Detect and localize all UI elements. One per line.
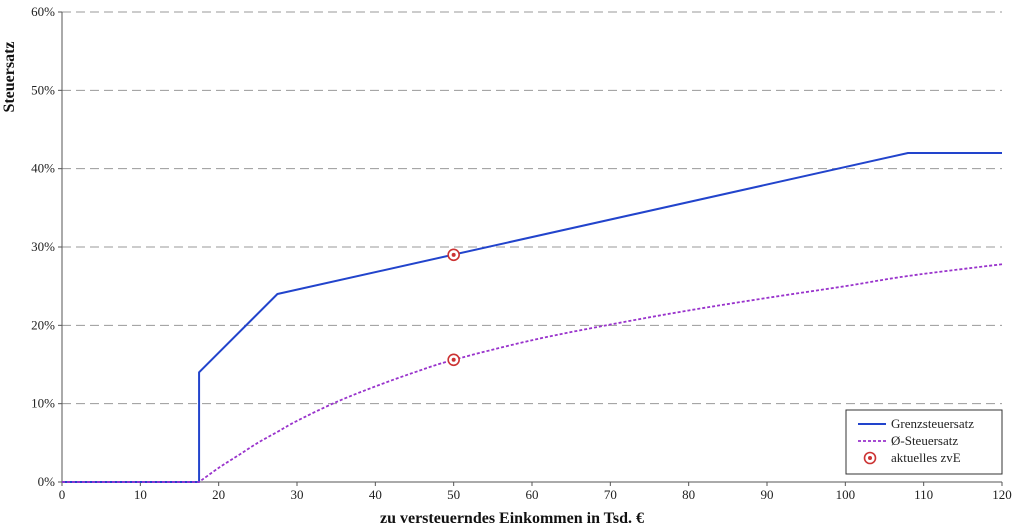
y-tick-label-40: 40% [31, 161, 55, 176]
grid-lines [62, 11, 1002, 405]
legend: Grenzsteuersatz Ø-Steuersatz aktuelles z… [845, 409, 1003, 475]
x-tick-label-70: 70 [604, 487, 617, 502]
y-tick-label-0: 0% [38, 474, 56, 489]
x-tick-label-110: 110 [914, 487, 933, 502]
y-tick-label-50: 50% [31, 82, 55, 97]
series-line-durchschnittssteuersatz [62, 263, 1003, 483]
x-tick-label-90: 90 [761, 487, 774, 502]
x-axis-title: zu versteuerndes Einkommen in Tsd. € [380, 510, 644, 527]
legend-label-durchschnittssteuersatz: Ø-Steuersatz [891, 433, 958, 448]
x-tick-label-100: 100 [836, 487, 856, 502]
x-tick-label-120: 120 [992, 487, 1012, 502]
legend-label-grenzsteuersatz: Grenzsteuersatz [891, 416, 974, 431]
y-tick-label-30: 30% [31, 239, 55, 254]
x-tick-label-80: 80 [682, 487, 695, 502]
marker-dot-0 [451, 252, 456, 257]
legend-label-aktuelles-zve: aktuelles zvE [891, 450, 961, 465]
legend-marker-icon [863, 451, 877, 465]
y-tick-label-60: 60% [31, 4, 55, 19]
series-group [62, 152, 1003, 483]
x-tick-label-30: 30 [291, 487, 304, 502]
y-tick-label-10: 10% [31, 396, 55, 411]
x-tick-label-10: 10 [134, 487, 147, 502]
x-tick-label-0: 0 [59, 487, 66, 502]
x-tick-label-60: 60 [526, 487, 539, 502]
tick-labels: 0% 10% 20% 30% 40% 50% 60% 0 10 20 30 40 50 60 70 80 90 1… [31, 4, 1012, 502]
series-line-grenzsteuersatz [62, 152, 1002, 483]
legend-marker-dot [868, 456, 872, 460]
marker-dot-1 [451, 357, 456, 362]
y-tick-label-20: 20% [31, 317, 55, 332]
marker-group [447, 248, 460, 367]
x-tick-label-20: 20 [212, 487, 225, 502]
x-tick-label-50: 50 [447, 487, 460, 502]
y-axis-title: Steuersatz [1, 41, 18, 112]
x-tick-label-40: 40 [369, 487, 382, 502]
